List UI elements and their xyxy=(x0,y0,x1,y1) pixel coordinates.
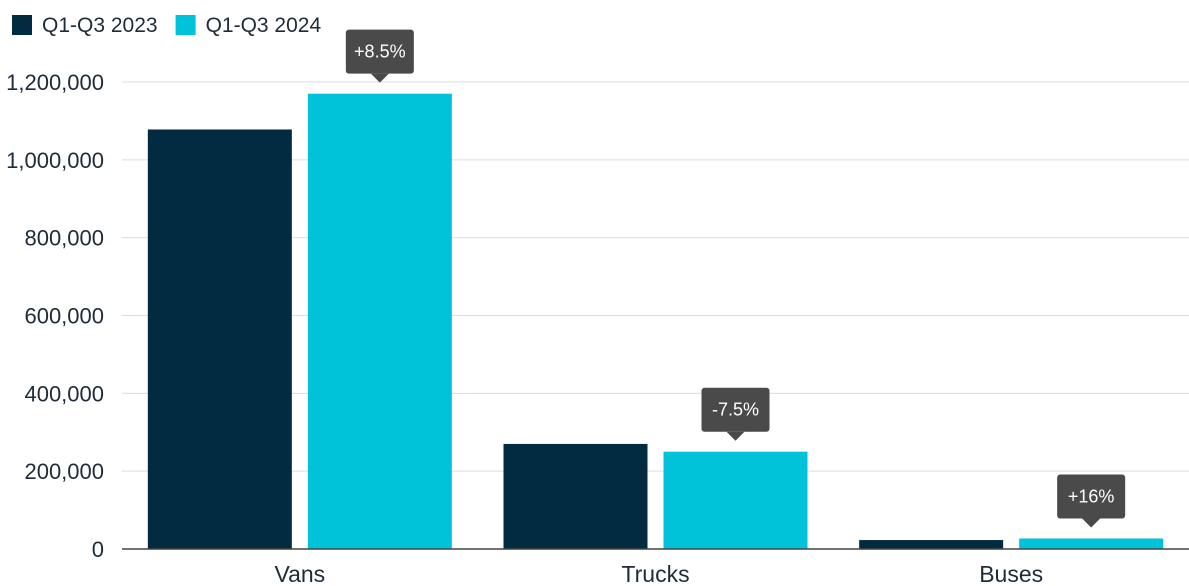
y-tick-label: 1,000,000 xyxy=(6,148,104,173)
annotation-label: +8.5% xyxy=(354,42,406,62)
legend-swatch xyxy=(12,15,32,35)
x-tick-label: Buses xyxy=(979,561,1043,586)
annotation-pointer xyxy=(726,431,745,441)
annotation-label: +16% xyxy=(1068,486,1115,506)
annotation-trucks: -7.5% xyxy=(701,387,770,441)
bar-vans-q1-q3-2023 xyxy=(147,129,292,549)
bar-buses-q1-q3-2024 xyxy=(1019,538,1164,549)
bar-trucks-q1-q3-2023 xyxy=(503,443,648,549)
legend-item-q1-q3-2024: Q1-Q3 2024 xyxy=(175,14,322,37)
legend-label: Q1-Q3 2023 xyxy=(42,14,158,37)
annotation-box xyxy=(701,387,770,432)
annotations: +8.5% -7.5% +16% xyxy=(345,29,1126,528)
legend-item-q1-q3-2023: Q1-Q3 2023 xyxy=(12,14,158,37)
y-tick-label: 1,200,000 xyxy=(6,70,104,95)
annotation-pointer xyxy=(370,73,389,83)
annotation-vans: +8.5% xyxy=(345,29,414,83)
bars xyxy=(147,93,1164,550)
annotation-label: -7.5% xyxy=(712,400,759,420)
y-tick-label: 400,000 xyxy=(24,381,104,406)
bar-trucks-q1-q3-2024 xyxy=(663,451,808,549)
x-tick-label: Trucks xyxy=(621,561,689,586)
y-tick-label: 200,000 xyxy=(24,459,104,484)
x-axis-labels: Vans Trucks Buses xyxy=(274,561,1043,586)
y-axis-ticks: 0 200,000 400,000 600,000 800,000 1,000,000 1,… xyxy=(6,70,104,562)
gridlines xyxy=(122,81,1189,472)
legend: Q1-Q3 2023 Q1-Q3 2024 xyxy=(12,14,321,37)
legend-swatch xyxy=(175,15,196,35)
annotation-box xyxy=(345,29,414,74)
x-tick-label: Vans xyxy=(274,561,325,586)
annotation-pointer xyxy=(1082,518,1101,528)
bar-buses-q1-q3-2023 xyxy=(859,540,1004,549)
y-tick-label: 600,000 xyxy=(24,304,104,329)
legend-label: Q1-Q3 2024 xyxy=(206,14,322,37)
bar-vans-q1-q3-2024 xyxy=(307,93,452,550)
y-tick-label: 0 xyxy=(92,537,104,562)
y-tick-label: 800,000 xyxy=(24,226,104,251)
annotation-box xyxy=(1057,474,1126,519)
annotation-buses: +16% xyxy=(1057,474,1126,528)
